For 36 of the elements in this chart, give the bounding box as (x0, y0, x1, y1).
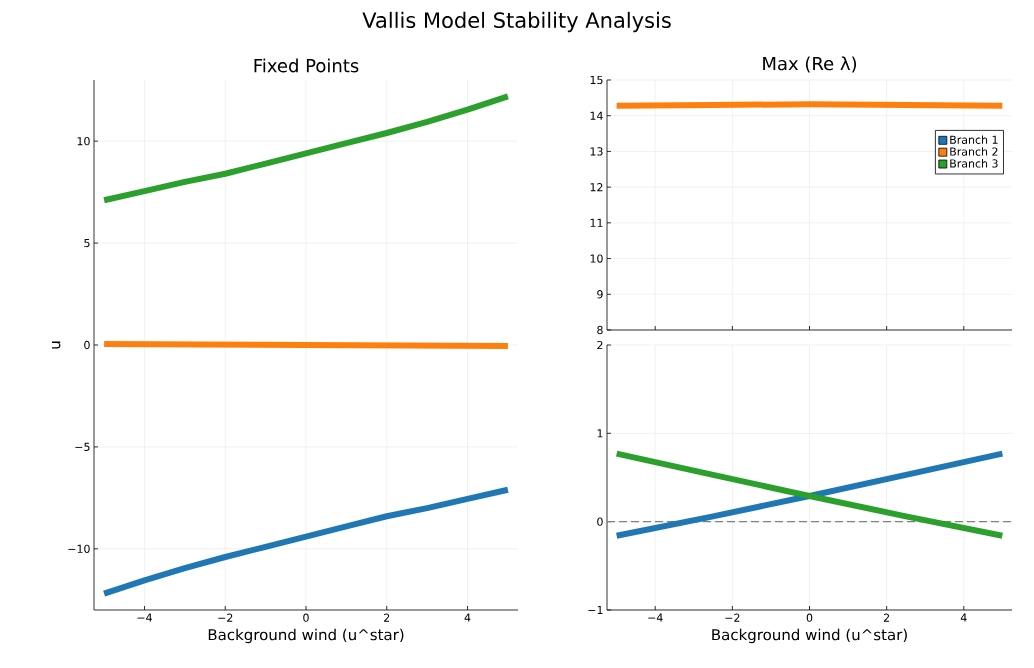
chart-subtitle: Fixed Points (254, 58, 359, 73)
y-tick-label: 12 (590, 183, 603, 192)
y-tick-label: 2 (597, 340, 603, 350)
y-tick-label: 14 (590, 111, 603, 120)
chart-title: Max (Re λ) (763, 56, 857, 73)
y-tick-label: −10 (68, 544, 90, 553)
y-axis-title: u (51, 341, 61, 349)
x-tick-label: 2 (883, 613, 890, 622)
x-tick-label: 0 (806, 613, 813, 622)
y-tick-label: 15 (590, 75, 603, 85)
legend-label: Branch 1 (950, 135, 998, 144)
x-tick-label: 4 (464, 613, 471, 622)
chart-title: Vallis Model Stability Analysis (362, 11, 671, 33)
y-tick-label: 5 (84, 238, 90, 248)
x-axis-title: Background wind (u^star) (208, 628, 404, 644)
x-tick-label: −4 (137, 613, 152, 622)
y-tick-label: 11 (590, 218, 603, 227)
y-tick-label: 0 (597, 517, 603, 526)
y-tick-label: 10 (77, 137, 90, 146)
x-tick-label: −2 (725, 613, 740, 622)
y-tick-label: 13 (590, 147, 603, 156)
y-tick-label: −5 (75, 442, 90, 451)
x-axis-title: Background wind (u^star) (712, 628, 907, 644)
y-tick-label: 9 (597, 290, 603, 299)
y-tick-label: −1 (588, 605, 603, 614)
y-tick-label: 0 (84, 340, 90, 350)
x-tick-label: 2 (384, 613, 390, 622)
x-tick-label: 4 (960, 613, 967, 622)
x-tick-label: −2 (218, 613, 233, 622)
legend-label: Branch 2 (950, 147, 998, 156)
x-tick-label: −4 (648, 613, 663, 622)
x-tick-label: 0 (303, 613, 309, 622)
legend-label: Branch 3 (950, 159, 998, 168)
y-tick-label: 8 (597, 325, 603, 335)
y-tick-label: 10 (590, 254, 603, 263)
y-tick-label: 1 (597, 429, 603, 438)
